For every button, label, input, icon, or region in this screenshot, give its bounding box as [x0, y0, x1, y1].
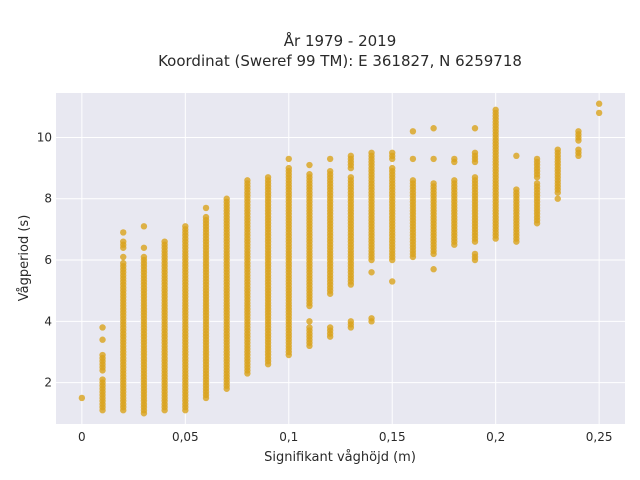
chart-title-line2: Koordinat (Sweref 99 TM): E 361827, N 62… — [158, 52, 522, 70]
data-point — [430, 180, 437, 187]
x-tick-label: 0,2 — [486, 430, 505, 444]
data-point — [326, 324, 334, 331]
data-point — [99, 376, 106, 383]
data-point — [306, 318, 313, 325]
plot-area — [56, 93, 625, 424]
y-tick-label: 10 — [37, 130, 52, 144]
data-point — [409, 128, 417, 135]
data-point — [120, 253, 127, 261]
data-point — [430, 125, 437, 132]
data-point — [264, 174, 272, 181]
data-point — [161, 238, 168, 245]
data-point — [471, 250, 479, 258]
x-tick-label: 0,05 — [172, 430, 199, 444]
data-point — [99, 324, 106, 331]
data-point — [347, 318, 355, 325]
x-axis-label: Signifikant våghöjd (m) — [264, 450, 416, 465]
data-point — [140, 244, 148, 251]
data-point — [533, 180, 541, 187]
data-point — [409, 177, 417, 184]
data-point — [244, 177, 251, 184]
data-point — [202, 204, 210, 212]
x-axis-ticks: 0 0,05 0,1 0,15 0,2 0,25 — [78, 430, 612, 444]
data-point — [140, 223, 148, 230]
data-point — [430, 266, 437, 273]
data-point — [471, 125, 479, 132]
data-point — [285, 155, 292, 163]
data-point — [389, 149, 396, 156]
data-point — [368, 315, 375, 322]
data-point — [99, 351, 106, 359]
x-tick-label: 0,25 — [586, 430, 613, 444]
y-tick-label: 4 — [44, 314, 52, 328]
data-point — [595, 109, 603, 117]
data-point — [409, 155, 417, 163]
data-point — [575, 146, 582, 153]
data-point — [306, 171, 313, 178]
data-point — [182, 223, 189, 230]
data-point — [575, 128, 582, 135]
data-point — [389, 278, 396, 285]
y-axis-label: Vågperiod (s) — [17, 215, 32, 302]
data-point — [451, 177, 458, 184]
data-point — [595, 100, 603, 107]
data-point — [368, 269, 375, 276]
data-point — [326, 167, 334, 175]
data-point — [513, 186, 520, 193]
data-point — [202, 213, 210, 221]
data-point — [120, 229, 127, 236]
data-point — [347, 174, 355, 181]
data-point — [533, 155, 541, 163]
y-tick-label: 6 — [44, 253, 52, 267]
y-axis-ticks: 2 4 6 8 10 — [37, 130, 52, 389]
data-points — [78, 100, 603, 417]
data-point — [513, 152, 520, 160]
data-point — [451, 155, 458, 163]
data-point — [120, 259, 127, 267]
data-point — [389, 164, 396, 172]
data-point — [368, 149, 375, 156]
x-tick-label: 0,1 — [279, 430, 298, 444]
y-tick-label: 2 — [44, 376, 52, 390]
x-tick-label: 0,15 — [379, 430, 406, 444]
data-point — [99, 336, 106, 343]
data-point — [554, 146, 561, 153]
data-point — [326, 155, 334, 163]
data-point — [347, 152, 355, 160]
y-tick-label: 8 — [44, 192, 52, 206]
data-point — [285, 164, 292, 172]
data-point — [492, 106, 499, 114]
data-point — [140, 253, 148, 261]
data-point — [430, 155, 437, 163]
data-point — [223, 195, 230, 202]
chart-title-line1: År 1979 - 2019 — [284, 31, 397, 50]
data-point — [306, 324, 313, 331]
data-point — [471, 174, 479, 181]
data-point — [120, 238, 127, 245]
data-point — [471, 149, 479, 156]
data-point — [306, 161, 313, 169]
data-point — [78, 394, 86, 402]
x-tick-label: 0 — [78, 430, 86, 444]
data-point — [554, 195, 561, 202]
